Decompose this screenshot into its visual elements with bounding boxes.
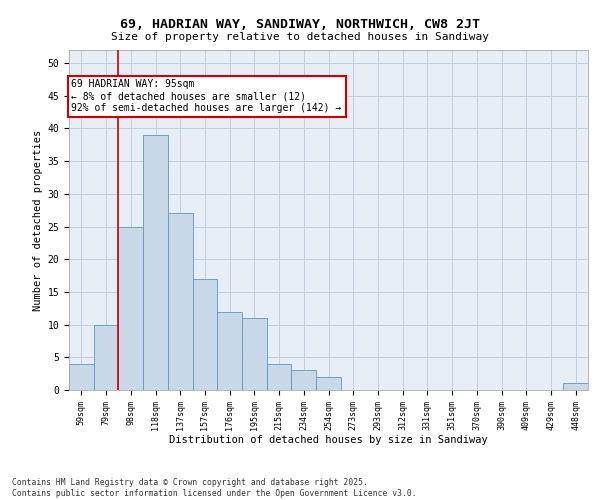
- Bar: [563, 384, 588, 390]
- Text: 69, HADRIAN WAY, SANDIWAY, NORTHWICH, CW8 2JT: 69, HADRIAN WAY, SANDIWAY, NORTHWICH, CW…: [120, 18, 480, 30]
- Text: Contains HM Land Registry data © Crown copyright and database right 2025.
Contai: Contains HM Land Registry data © Crown c…: [12, 478, 416, 498]
- X-axis label: Distribution of detached houses by size in Sandiway: Distribution of detached houses by size …: [169, 436, 488, 446]
- Y-axis label: Number of detached properties: Number of detached properties: [34, 130, 43, 310]
- Bar: [292, 370, 316, 390]
- Bar: [143, 135, 168, 390]
- Text: 69 HADRIAN WAY: 95sqm
← 8% of detached houses are smaller (12)
92% of semi-detac: 69 HADRIAN WAY: 95sqm ← 8% of detached h…: [71, 80, 342, 112]
- Bar: [118, 226, 143, 390]
- Bar: [242, 318, 267, 390]
- Bar: [168, 214, 193, 390]
- Bar: [69, 364, 94, 390]
- Bar: [193, 279, 217, 390]
- Bar: [94, 324, 118, 390]
- Bar: [217, 312, 242, 390]
- Bar: [267, 364, 292, 390]
- Text: Size of property relative to detached houses in Sandiway: Size of property relative to detached ho…: [111, 32, 489, 42]
- Bar: [316, 377, 341, 390]
